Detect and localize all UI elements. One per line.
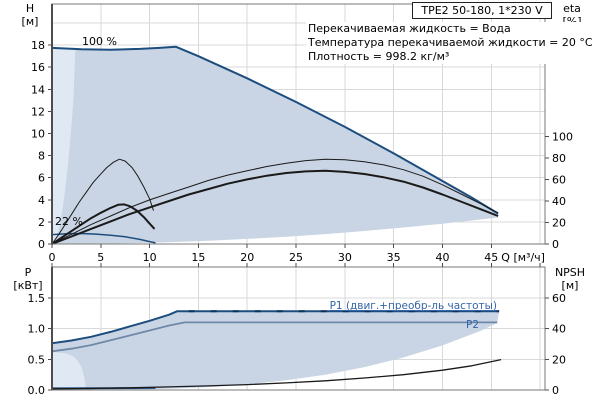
- npsh-axis-title: NPSH [м]: [548, 266, 592, 292]
- y-tick-label: 1.5: [28, 292, 46, 305]
- y-tick-label: 8: [38, 150, 45, 163]
- annotation-density: Плотность = 998.2 кг/м³: [308, 50, 450, 63]
- y-tick-label: 0: [38, 238, 45, 251]
- eta-pump-22pct: [51, 158, 154, 245]
- npsh-axis-unit: [м]: [561, 279, 579, 292]
- x-tick-label: 0: [49, 251, 56, 264]
- y-tick-label: 18: [31, 39, 45, 52]
- y2-tick-label: 60: [552, 173, 566, 186]
- h-axis-title: H [м]: [8, 2, 52, 28]
- qh-curve-100pct: [51, 45, 499, 215]
- low-speed-envelope: [52, 47, 76, 244]
- p-axis-unit: [кВт]: [13, 279, 43, 292]
- y-tick-label: 16: [31, 61, 45, 74]
- qh-curve-22pct: [51, 232, 156, 244]
- y-tick-label: 1.0: [28, 323, 46, 336]
- h-axis-name: H: [25, 2, 35, 15]
- y-tick-label: 10: [31, 128, 45, 141]
- y2-tick-label: 20: [552, 216, 566, 229]
- power-envelope: [52, 311, 500, 390]
- power-low-speed-envelope: [52, 351, 87, 390]
- y2-tick-label: 0: [552, 384, 559, 397]
- x-tick-label: 5: [97, 251, 104, 264]
- x-tick-label: 35: [387, 251, 401, 264]
- p2-curve-label[interactable]: P2: [466, 319, 480, 331]
- x-tick-label: 25: [289, 251, 303, 264]
- y2-tick-label: 40: [552, 195, 566, 208]
- x-tick-label: 10: [143, 251, 157, 264]
- y-tick-label: 14: [31, 83, 45, 96]
- y2-tick-label: 80: [552, 152, 566, 165]
- h-axis-unit: [м]: [21, 15, 39, 28]
- y-tick-label: 2: [38, 216, 45, 229]
- y2-tick-label: 100: [552, 130, 573, 143]
- x-tick-label: 15: [191, 251, 205, 264]
- y-tick-label: 6: [38, 172, 45, 185]
- p1-curve: [51, 310, 500, 345]
- x-axis-unit-label: Q [м³/ч]: [501, 251, 545, 264]
- y2-tick-label: 20: [552, 353, 566, 366]
- x-tick-label: 30: [338, 251, 352, 264]
- fluid-annotations: Перекачиваемая жидкость = Вода Температу…: [306, 22, 595, 64]
- npsh-curve: [51, 358, 502, 390]
- x-tick-label: 20: [240, 251, 254, 264]
- p2-curve: [51, 321, 498, 353]
- speed-100pct-label: 100 %: [82, 35, 117, 48]
- y-tick-label: 4: [38, 194, 45, 207]
- y-tick-label: 0.5: [28, 353, 46, 366]
- p1-curve-label[interactable]: P1 (двиг.+преобр-ль частоты): [329, 300, 497, 312]
- y-tick-label: 12: [31, 105, 45, 118]
- p-axis-title: P [кВт]: [6, 266, 50, 292]
- npsh-axis-name: NPSH: [554, 266, 586, 279]
- operating-envelope: [52, 46, 499, 244]
- eta-pump-100pct: [51, 158, 499, 245]
- annotation-fluid: Перекачиваемая жидкость = Вода: [308, 22, 511, 35]
- eta-total-22pct: [51, 203, 156, 245]
- p-axis-name: P: [24, 266, 32, 279]
- y2-tick-label: 60: [552, 292, 566, 305]
- eta-axis-name: eta: [563, 2, 581, 15]
- y-tick-label: 0.0: [28, 384, 46, 397]
- speed-22pct-label: 22 %: [55, 215, 83, 228]
- x-tick-label: 45: [484, 251, 498, 264]
- x-tick-label: 40: [435, 251, 449, 264]
- y2-tick-label: 40: [552, 323, 566, 336]
- y2-tick-label: 0: [552, 238, 559, 251]
- pump-title-box: TPE2 50-180, 1*230 V: [412, 2, 552, 19]
- annotation-temperature: Температура перекачиваемой жидкости = 20…: [308, 36, 593, 49]
- eta-total-100pct: [51, 169, 499, 245]
